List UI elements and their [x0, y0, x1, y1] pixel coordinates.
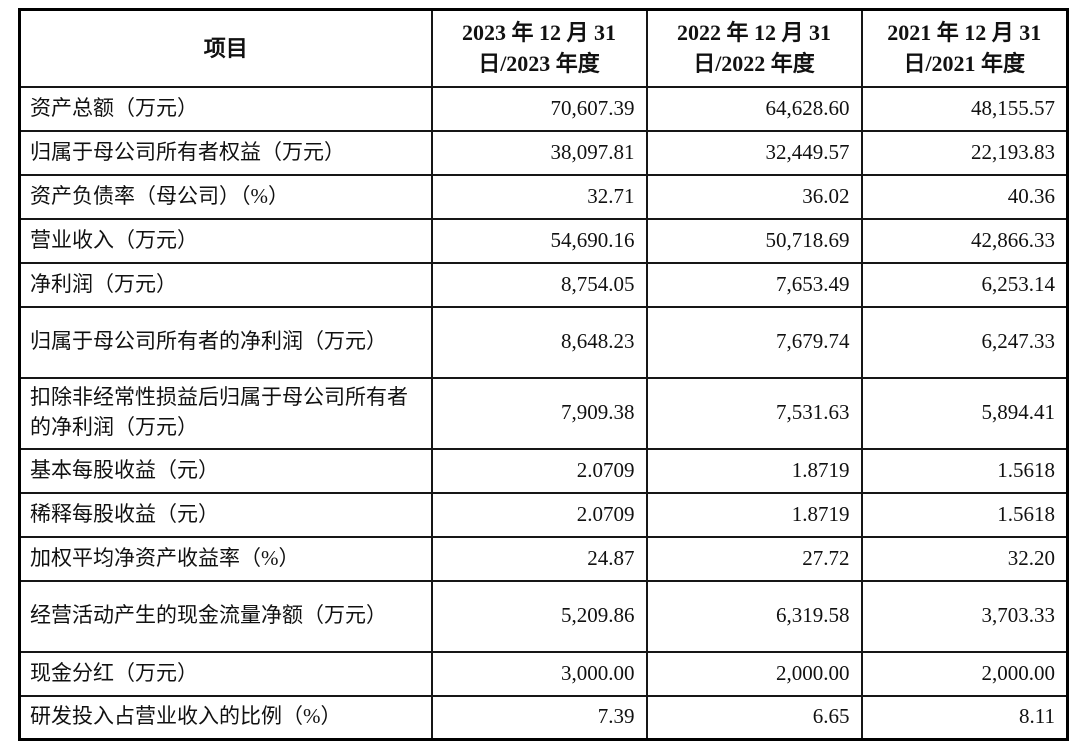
row-label: 资产总额（万元）: [18, 85, 433, 132]
table-row-parent-equity: 归属于母公司所有者权益（万元） 38,097.81 32,449.57 22,1…: [18, 129, 1069, 176]
table-header-row: 项目 2023 年 12 月 31 日/2023 年度 2022 年 12 月 …: [18, 8, 1069, 88]
header-item-column: 项目: [18, 8, 433, 88]
cell-2022: 6,319.58: [645, 579, 863, 653]
cell-2022: 1.8719: [645, 491, 863, 538]
table-row-parent-net-profit: 归属于母公司所有者的净利润（万元） 8,648.23 7,679.74 6,24…: [18, 305, 1069, 379]
row-label: 归属于母公司所有者的净利润（万元）: [18, 305, 433, 379]
cell-2022: 64,628.60: [645, 85, 863, 132]
cell-2022: 32,449.57: [645, 129, 863, 176]
cell-2021: 5,894.41: [860, 376, 1069, 450]
cell-2022: 36.02: [645, 173, 863, 220]
table-row-net-profit: 净利润（万元） 8,754.05 7,653.49 6,253.14: [18, 261, 1069, 308]
table-row-debt-ratio: 资产负债率（母公司）（%） 32.71 36.02 40.36: [18, 173, 1069, 220]
table-row-revenue: 营业收入（万元） 54,690.16 50,718.69 42,866.33: [18, 217, 1069, 264]
cell-2023: 7,909.38: [430, 376, 648, 450]
cell-2021: 2,000.00: [860, 650, 1069, 697]
cell-2023: 2.0709: [430, 491, 648, 538]
header-period-2022: 2022 年 12 月 31 日/2022 年度: [645, 8, 863, 88]
cell-2021: 1.5618: [860, 447, 1069, 494]
cell-2022: 7,653.49: [645, 261, 863, 308]
cell-2022: 7,531.63: [645, 376, 863, 450]
row-label: 净利润（万元）: [18, 261, 433, 308]
table-row-operating-cash-flow: 经营活动产生的现金流量净额（万元） 5,209.86 6,319.58 3,70…: [18, 579, 1069, 653]
cell-2023: 5,209.86: [430, 579, 648, 653]
cell-2022: 50,718.69: [645, 217, 863, 264]
table-row-weighted-roe: 加权平均净资产收益率（%） 24.87 27.72 32.20: [18, 535, 1069, 582]
cell-2023: 7.39: [430, 694, 648, 741]
cell-2021: 3,703.33: [860, 579, 1069, 653]
table-row-rd-ratio: 研发投入占营业收入的比例（%） 7.39 6.65 8.11: [18, 694, 1069, 741]
cell-2022: 6.65: [645, 694, 863, 741]
cell-2023: 24.87: [430, 535, 648, 582]
header-period-2021: 2021 年 12 月 31 日/2021 年度: [860, 8, 1069, 88]
table-row-total-assets: 资产总额（万元） 70,607.39 64,628.60 48,155.57: [18, 85, 1069, 132]
table-row-diluted-eps: 稀释每股收益（元） 2.0709 1.8719 1.5618: [18, 491, 1069, 538]
cell-2023: 32.71: [430, 173, 648, 220]
cell-2021: 40.36: [860, 173, 1069, 220]
row-label: 扣除非经常性损益后归属于母公司所有者的净利润（万元）: [18, 376, 433, 450]
row-label: 归属于母公司所有者权益（万元）: [18, 129, 433, 176]
row-label: 研发投入占营业收入的比例（%）: [18, 694, 433, 741]
table-row-cash-dividend: 现金分红（万元） 3,000.00 2,000.00 2,000.00: [18, 650, 1069, 697]
cell-2023: 38,097.81: [430, 129, 648, 176]
row-label: 现金分红（万元）: [18, 650, 433, 697]
cell-2023: 54,690.16: [430, 217, 648, 264]
financial-summary-table: 项目 2023 年 12 月 31 日/2023 年度 2022 年 12 月 …: [18, 8, 1069, 741]
cell-2021: 42,866.33: [860, 217, 1069, 264]
cell-2021: 6,247.33: [860, 305, 1069, 379]
cell-2023: 8,754.05: [430, 261, 648, 308]
cell-2023: 2.0709: [430, 447, 648, 494]
row-label: 稀释每股收益（元）: [18, 491, 433, 538]
row-label: 经营活动产生的现金流量净额（万元）: [18, 579, 433, 653]
cell-2023: 70,607.39: [430, 85, 648, 132]
cell-2021: 6,253.14: [860, 261, 1069, 308]
row-label: 加权平均净资产收益率（%）: [18, 535, 433, 582]
cell-2022: 27.72: [645, 535, 863, 582]
cell-2022: 1.8719: [645, 447, 863, 494]
row-label: 基本每股收益（元）: [18, 447, 433, 494]
row-label: 资产负债率（母公司）（%）: [18, 173, 433, 220]
cell-2022: 7,679.74: [645, 305, 863, 379]
cell-2021: 1.5618: [860, 491, 1069, 538]
cell-2021: 22,193.83: [860, 129, 1069, 176]
header-period-2023: 2023 年 12 月 31 日/2023 年度: [430, 8, 648, 88]
cell-2022: 2,000.00: [645, 650, 863, 697]
cell-2023: 3,000.00: [430, 650, 648, 697]
cell-2021: 32.20: [860, 535, 1069, 582]
cell-2021: 48,155.57: [860, 85, 1069, 132]
cell-2021: 8.11: [860, 694, 1069, 741]
cell-2023: 8,648.23: [430, 305, 648, 379]
table-row-deducted-net-profit: 扣除非经常性损益后归属于母公司所有者的净利润（万元） 7,909.38 7,53…: [18, 376, 1069, 450]
table-row-basic-eps: 基本每股收益（元） 2.0709 1.8719 1.5618: [18, 447, 1069, 494]
row-label: 营业收入（万元）: [18, 217, 433, 264]
